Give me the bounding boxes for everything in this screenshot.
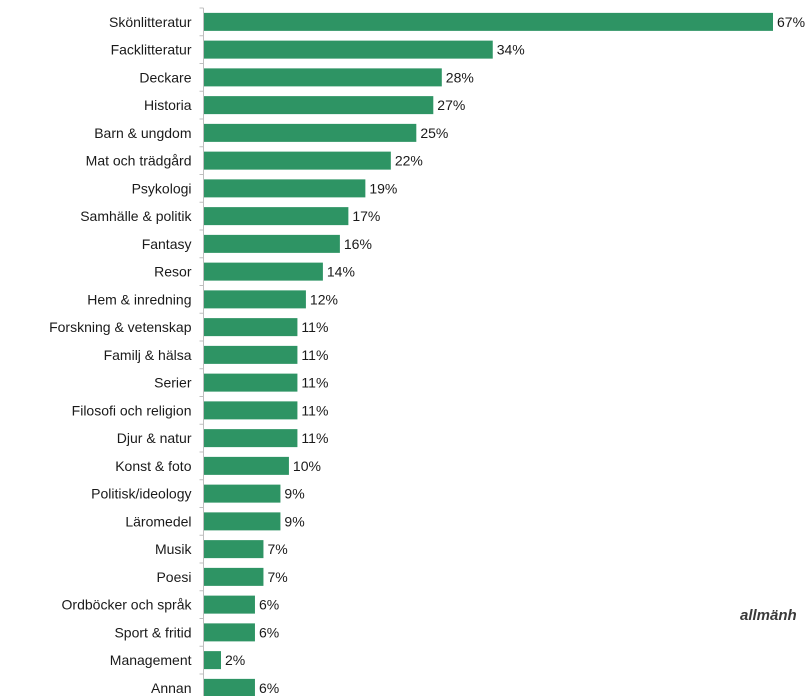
data-label: 6% bbox=[259, 597, 279, 613]
bar bbox=[204, 595, 255, 614]
bar bbox=[204, 234, 340, 253]
category-label: Historia bbox=[144, 97, 192, 113]
data-label: 16% bbox=[344, 236, 372, 252]
data-label: 22% bbox=[395, 153, 423, 169]
category-label: Fantasy bbox=[142, 236, 192, 252]
bar bbox=[204, 512, 281, 531]
data-label: 28% bbox=[446, 69, 474, 85]
category-label: Deckare bbox=[139, 69, 191, 85]
category-label: Familj & hälsa bbox=[104, 347, 192, 363]
category-label: Annan bbox=[151, 680, 191, 696]
data-label: 19% bbox=[369, 180, 397, 196]
data-label: 9% bbox=[284, 513, 304, 529]
bar bbox=[204, 123, 417, 142]
data-label: 34% bbox=[497, 42, 525, 58]
data-label: 11% bbox=[301, 347, 328, 363]
data-label: 6% bbox=[259, 680, 279, 696]
bar bbox=[204, 623, 255, 642]
bar bbox=[204, 262, 323, 281]
bar bbox=[204, 651, 221, 670]
category-label: Politisk/ideology bbox=[91, 486, 191, 502]
data-label: 27% bbox=[437, 97, 465, 113]
data-label: 14% bbox=[327, 264, 355, 280]
category-label: Skönlitteratur bbox=[109, 14, 192, 30]
category-label: Ordböcker och språk bbox=[62, 597, 193, 613]
bar bbox=[204, 151, 391, 170]
category-label: Musik bbox=[155, 541, 193, 557]
bar bbox=[204, 179, 366, 198]
category-label: Serier bbox=[154, 375, 192, 391]
data-label: 67% bbox=[777, 14, 805, 30]
category-label: Psykologi bbox=[132, 180, 192, 196]
data-label: 10% bbox=[293, 458, 321, 474]
category-label: Facklitteratur bbox=[111, 42, 192, 58]
bar bbox=[204, 567, 264, 586]
data-label: 12% bbox=[310, 291, 338, 307]
data-label: 11% bbox=[301, 375, 328, 391]
category-label: Poesi bbox=[156, 569, 191, 585]
category-label: Barn & ungdom bbox=[94, 125, 191, 141]
bar bbox=[204, 401, 298, 420]
category-label: Management bbox=[110, 652, 192, 668]
data-label: 7% bbox=[267, 541, 287, 557]
data-label: 11% bbox=[301, 402, 328, 418]
data-label: 6% bbox=[259, 624, 279, 640]
bar bbox=[204, 540, 264, 559]
category-label: Sport & fritid bbox=[114, 624, 191, 640]
category-label: Resor bbox=[154, 264, 192, 280]
data-label: 11% bbox=[301, 319, 328, 335]
corner-annotation: allmänh bbox=[740, 607, 797, 624]
bar bbox=[204, 12, 773, 31]
data-label: 11% bbox=[301, 430, 328, 446]
category-label: Djur & natur bbox=[117, 430, 192, 446]
bar bbox=[204, 429, 298, 448]
category-label: Forskning & vetenskap bbox=[49, 319, 192, 335]
category-label: Hem & inredning bbox=[87, 291, 191, 307]
data-label: 17% bbox=[352, 208, 380, 224]
data-label: 25% bbox=[420, 125, 448, 141]
data-label: 9% bbox=[284, 486, 304, 502]
data-label: 7% bbox=[267, 569, 287, 585]
bar bbox=[204, 40, 493, 59]
category-label: Läromedel bbox=[125, 513, 191, 529]
bar bbox=[204, 484, 281, 503]
bar bbox=[204, 290, 306, 309]
bar bbox=[204, 678, 255, 696]
bar bbox=[204, 68, 442, 87]
bar bbox=[204, 96, 434, 115]
category-label: Filosofi och religion bbox=[72, 402, 192, 418]
category-label: Konst & foto bbox=[115, 458, 191, 474]
category-label: Mat och trädgård bbox=[86, 153, 192, 169]
bar bbox=[204, 456, 289, 475]
bar bbox=[204, 345, 298, 364]
bar bbox=[204, 207, 349, 226]
bar bbox=[204, 318, 298, 337]
category-label: Samhälle & politik bbox=[80, 208, 192, 224]
data-label: 2% bbox=[225, 652, 245, 668]
bar bbox=[204, 373, 298, 392]
